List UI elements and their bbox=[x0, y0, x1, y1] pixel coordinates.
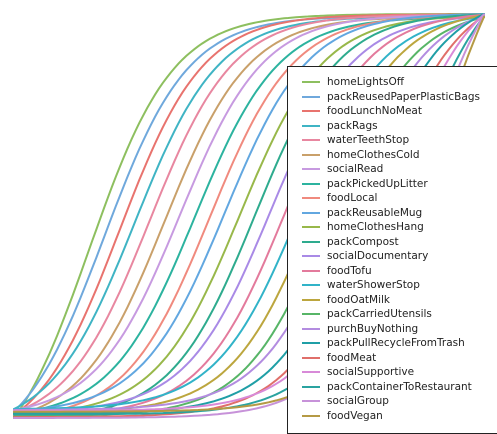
legend-swatch bbox=[302, 327, 320, 330]
legend-label: homeClothesHang bbox=[327, 221, 424, 233]
legend-item: foodLunchNoMeat bbox=[288, 104, 497, 118]
legend-swatch bbox=[302, 81, 320, 83]
legend-label: socialSupportive bbox=[327, 366, 415, 378]
legend-swatch bbox=[302, 298, 320, 301]
series-line-packReusableMug bbox=[13, 13, 485, 412]
legend-label: packPickedUpLitter bbox=[327, 177, 428, 190]
legend-swatch bbox=[302, 313, 320, 315]
legend-item: packReusableMug bbox=[288, 206, 497, 220]
legend-label: foodLunchNoMeat bbox=[327, 105, 422, 117]
series-line-waterTeethStop bbox=[13, 13, 485, 414]
legend-label: homeLightsOff bbox=[327, 76, 404, 88]
legend-swatch bbox=[302, 400, 320, 402]
legend-label: purchBuyNothing bbox=[327, 322, 419, 335]
legend-label: packPullRecycleFromTrash bbox=[327, 337, 465, 349]
legend-label: socialRead bbox=[327, 163, 384, 175]
legend-item: packPullRecycleFromTrash bbox=[288, 336, 497, 350]
legend-label: homeClothesCold bbox=[327, 148, 420, 161]
legend-swatch bbox=[302, 211, 320, 214]
legend-item: packContainerToRestaurant bbox=[288, 380, 497, 394]
legend-label: packReusedPaperPlasticBags bbox=[327, 90, 480, 103]
legend-item: purchBuyNothing bbox=[288, 322, 497, 336]
legend-item: packCarriedUtensils bbox=[288, 307, 497, 321]
legend-swatch bbox=[302, 240, 320, 243]
legend-swatch bbox=[302, 269, 320, 272]
series-line-homeClothesHang bbox=[13, 15, 485, 416]
legend-label: foodOatMilk bbox=[327, 293, 390, 306]
legend-label: foodLocal bbox=[327, 192, 378, 204]
legend-item: packReusedPaperPlasticBags bbox=[288, 90, 497, 104]
legend-item: foodOatMilk bbox=[288, 293, 497, 307]
legend-swatch bbox=[302, 385, 320, 388]
legend-swatch bbox=[302, 284, 320, 286]
series-line-waterShowerStop bbox=[13, 15, 485, 410]
legend-swatch bbox=[302, 95, 320, 98]
legend-swatch bbox=[302, 226, 320, 228]
legend-item: packCompost bbox=[288, 235, 497, 249]
legend-label: waterShowerStop bbox=[327, 279, 420, 291]
legend-swatch bbox=[302, 153, 320, 156]
legend-label: foodTofu bbox=[327, 264, 372, 277]
legend-label: packCompost bbox=[327, 235, 399, 248]
legend-swatch bbox=[302, 168, 320, 170]
chart-legend: homeLightsOff packReusedPaperPlasticBags f… bbox=[287, 66, 497, 434]
legend-item: homeClothesCold bbox=[288, 148, 497, 162]
legend-item: socialSupportive bbox=[288, 365, 497, 379]
legend-item: socialGroup bbox=[288, 394, 497, 408]
legend-swatch bbox=[302, 139, 320, 141]
legend-item: socialRead bbox=[288, 162, 497, 176]
legend-swatch bbox=[302, 356, 320, 359]
legend-swatch bbox=[302, 255, 320, 257]
legend-label: packCarriedUtensils bbox=[327, 308, 432, 320]
legend-label: waterTeethStop bbox=[327, 134, 410, 146]
legend-item: socialDocumentary bbox=[288, 249, 497, 263]
legend-label: packRags bbox=[327, 119, 378, 132]
legend-item: waterShowerStop bbox=[288, 278, 497, 292]
legend-label: foodVegan bbox=[327, 409, 383, 422]
legend-swatch bbox=[302, 182, 320, 185]
legend-label: packContainerToRestaurant bbox=[327, 380, 472, 393]
legend-label: foodMeat bbox=[327, 351, 377, 364]
legend-item: foodMeat bbox=[288, 351, 497, 365]
legend-item: waterTeethStop bbox=[288, 133, 497, 147]
legend-swatch bbox=[302, 414, 320, 417]
legend-item: foodLocal bbox=[288, 191, 497, 205]
legend-item: foodVegan bbox=[288, 409, 497, 423]
legend-label: socialGroup bbox=[327, 395, 389, 407]
legend-item: homeClothesHang bbox=[288, 220, 497, 234]
legend-swatch bbox=[302, 197, 320, 199]
series-line-socialRead bbox=[13, 14, 485, 411]
legend-label: socialDocumentary bbox=[327, 250, 429, 262]
legend-item: homeLightsOff bbox=[288, 75, 497, 89]
legend-swatch bbox=[302, 124, 320, 127]
legend-swatch bbox=[302, 342, 320, 344]
legend-swatch bbox=[302, 110, 320, 112]
legend-label: packReusableMug bbox=[327, 206, 423, 219]
legend-item: foodTofu bbox=[288, 264, 497, 278]
legend-item: packRags bbox=[288, 119, 497, 133]
legend-swatch bbox=[302, 371, 320, 373]
legend-item: packPickedUpLitter bbox=[288, 177, 497, 191]
